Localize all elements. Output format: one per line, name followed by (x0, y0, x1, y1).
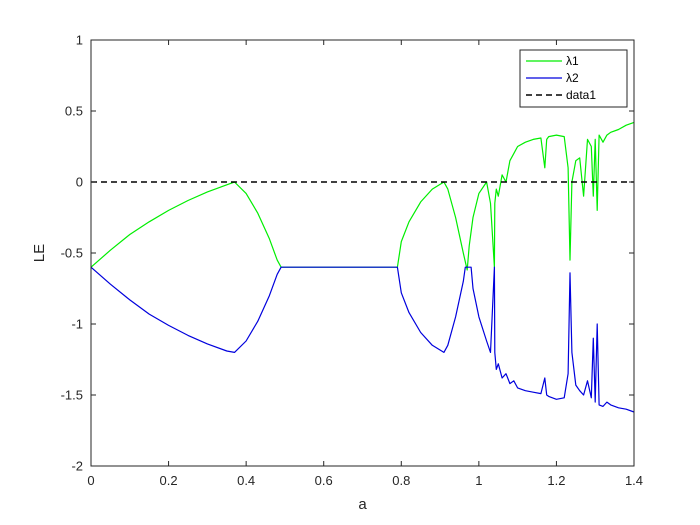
y-tick-label: -2 (71, 459, 83, 474)
plot-box (91, 40, 634, 466)
y-tick-label: -1 (71, 317, 83, 332)
y-axis: -2 -1.5 -1 -0.5 0 0.5 1 (61, 33, 634, 474)
y-axis-label: LE (31, 244, 48, 262)
x-tick-label: 0.8 (392, 473, 410, 488)
x-tick-label: 1.4 (625, 473, 643, 488)
series-line-1 (90, 121, 635, 271)
plot-area (90, 39, 635, 467)
legend-label: λ1 (566, 54, 579, 68)
x-axis: 0 0.2 0.4 0.6 0.8 1 1.2 1.4 (87, 40, 643, 488)
legend: λ1 λ2 data1 (519, 49, 628, 108)
y-tick-label: 0 (76, 175, 83, 190)
y-tick-label: 0.5 (65, 104, 83, 119)
y-tick-label: 1 (76, 33, 83, 48)
y-tick-label: -0.5 (61, 246, 83, 261)
x-tick-label: 0.6 (315, 473, 333, 488)
series-layer (90, 121, 635, 413)
x-tick-label: 0.4 (237, 473, 255, 488)
y-tick-label: -1.5 (61, 388, 83, 403)
x-axis-label: a (358, 496, 367, 513)
x-tick-label: 0 (87, 473, 94, 488)
series-line-2 (90, 266, 635, 413)
legend-label: data1 (566, 88, 596, 102)
legend-label: λ2 (566, 71, 579, 85)
x-tick-label: 1 (475, 473, 482, 488)
x-tick-label: 0.2 (160, 473, 178, 488)
x-tick-label: 1.2 (547, 473, 565, 488)
